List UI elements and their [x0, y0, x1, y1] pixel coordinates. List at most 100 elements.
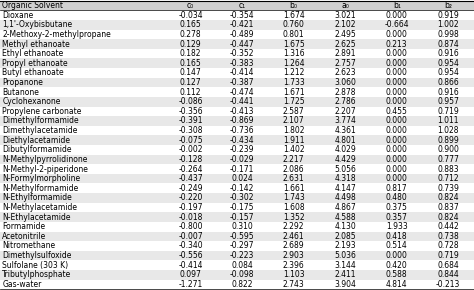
Text: 0.514: 0.514	[386, 242, 408, 251]
Text: 1.674: 1.674	[283, 11, 305, 20]
Text: 2.743: 2.743	[283, 280, 305, 289]
Text: 0.957: 0.957	[438, 97, 459, 106]
Bar	[0, 241, 474, 251]
Text: -1.271: -1.271	[179, 280, 203, 289]
Text: 5.056: 5.056	[334, 164, 356, 173]
Text: 0.998: 0.998	[438, 30, 459, 39]
Text: -0.434: -0.434	[230, 136, 255, 145]
Text: 0.883: 0.883	[438, 164, 459, 173]
Text: 0.000: 0.000	[386, 126, 408, 135]
Text: -0.128: -0.128	[179, 155, 203, 164]
Text: 0.000: 0.000	[386, 117, 408, 126]
Text: -0.220: -0.220	[178, 193, 203, 202]
Bar	[0, 280, 474, 289]
Text: -0.018: -0.018	[178, 213, 203, 222]
Bar	[0, 116, 474, 126]
Text: Butyl ethanoate: Butyl ethanoate	[2, 68, 64, 77]
Text: Propanone: Propanone	[2, 78, 43, 87]
Text: -0.441: -0.441	[230, 97, 255, 106]
Text: c₀: c₀	[187, 1, 194, 10]
Text: 0.165: 0.165	[180, 59, 201, 68]
Text: -0.002: -0.002	[178, 145, 203, 154]
Text: b₀: b₀	[290, 1, 298, 10]
Bar	[0, 1, 474, 10]
Text: -0.387: -0.387	[230, 78, 255, 87]
Text: 1.725: 1.725	[283, 97, 304, 106]
Text: a₀: a₀	[341, 1, 349, 10]
Text: 2.292: 2.292	[283, 222, 304, 231]
Text: -0.197: -0.197	[178, 203, 203, 212]
Bar	[0, 78, 474, 87]
Text: 0.000: 0.000	[386, 164, 408, 173]
Text: N-Methylacetamide: N-Methylacetamide	[2, 203, 77, 212]
Bar	[0, 155, 474, 164]
Text: 2.689: 2.689	[283, 242, 304, 251]
Text: 0.817: 0.817	[386, 184, 408, 193]
Text: 2.903: 2.903	[283, 251, 305, 260]
Text: -0.007: -0.007	[178, 232, 203, 241]
Text: 3.774: 3.774	[334, 117, 356, 126]
Bar	[0, 30, 474, 39]
Text: 0.420: 0.420	[386, 261, 408, 270]
Text: 0.000: 0.000	[386, 59, 408, 68]
Text: Cyclohexanone: Cyclohexanone	[2, 97, 61, 106]
Text: 0.760: 0.760	[283, 20, 305, 29]
Text: 4.029: 4.029	[334, 145, 356, 154]
Text: 0.000: 0.000	[386, 97, 408, 106]
Text: -0.354: -0.354	[230, 11, 255, 20]
Text: 3.060: 3.060	[334, 78, 356, 87]
Text: 0.822: 0.822	[231, 280, 253, 289]
Text: 0.165: 0.165	[180, 20, 201, 29]
Text: 1.675: 1.675	[283, 39, 305, 48]
Text: 2.102: 2.102	[335, 20, 356, 29]
Text: 1.002: 1.002	[438, 20, 459, 29]
Text: -0.302: -0.302	[230, 193, 255, 202]
Text: N-Methylpyrrolidinone: N-Methylpyrrolidinone	[2, 155, 88, 164]
Text: Methyl ethanoate: Methyl ethanoate	[2, 39, 70, 48]
Text: 0.000: 0.000	[386, 78, 408, 87]
Text: 1.733: 1.733	[283, 78, 305, 87]
Text: 1.264: 1.264	[283, 59, 304, 68]
Text: 1.933: 1.933	[386, 222, 408, 231]
Text: 2.878: 2.878	[335, 88, 356, 97]
Bar	[0, 193, 474, 203]
Text: 0.738: 0.738	[438, 232, 459, 241]
Text: -0.034: -0.034	[178, 11, 203, 20]
Bar	[0, 59, 474, 68]
Text: 0.824: 0.824	[438, 193, 459, 202]
Bar	[0, 20, 474, 30]
Text: 0.874: 0.874	[438, 39, 459, 48]
Text: 2.623: 2.623	[334, 68, 356, 77]
Text: 0.213: 0.213	[386, 39, 408, 48]
Text: Formamide: Formamide	[2, 222, 46, 231]
Text: 1.212: 1.212	[283, 68, 304, 77]
Text: 1.911: 1.911	[283, 136, 304, 145]
Text: 0.000: 0.000	[386, 251, 408, 260]
Text: 0.182: 0.182	[180, 49, 201, 58]
Text: -0.474: -0.474	[230, 88, 255, 97]
Bar	[0, 68, 474, 78]
Text: -0.157: -0.157	[230, 213, 255, 222]
Text: 0.954: 0.954	[438, 59, 459, 68]
Text: 2-Methoxy-2-methylpropane: 2-Methoxy-2-methylpropane	[2, 30, 111, 39]
Text: 0.084: 0.084	[231, 261, 253, 270]
Text: 2.625: 2.625	[334, 39, 356, 48]
Text: 1.608: 1.608	[283, 203, 304, 212]
Text: 1.661: 1.661	[283, 184, 304, 193]
Text: 0.129: 0.129	[180, 39, 201, 48]
Text: -0.421: -0.421	[230, 20, 255, 29]
Text: N-Formylmorpholine: N-Formylmorpholine	[2, 174, 81, 183]
Text: 0.112: 0.112	[180, 88, 201, 97]
Text: -0.736: -0.736	[230, 126, 255, 135]
Text: Acetonitrile: Acetonitrile	[2, 232, 46, 241]
Text: -0.098: -0.098	[230, 270, 255, 279]
Text: 1.671: 1.671	[283, 88, 304, 97]
Text: 2.786: 2.786	[334, 97, 356, 106]
Text: 4.498: 4.498	[334, 193, 356, 202]
Bar	[0, 260, 474, 270]
Text: b₁: b₁	[393, 1, 401, 10]
Text: -0.239: -0.239	[230, 145, 255, 154]
Text: N-Methyl-2-piperidone: N-Methyl-2-piperidone	[2, 164, 88, 173]
Text: 4.801: 4.801	[334, 136, 356, 145]
Text: 1.103: 1.103	[283, 270, 304, 279]
